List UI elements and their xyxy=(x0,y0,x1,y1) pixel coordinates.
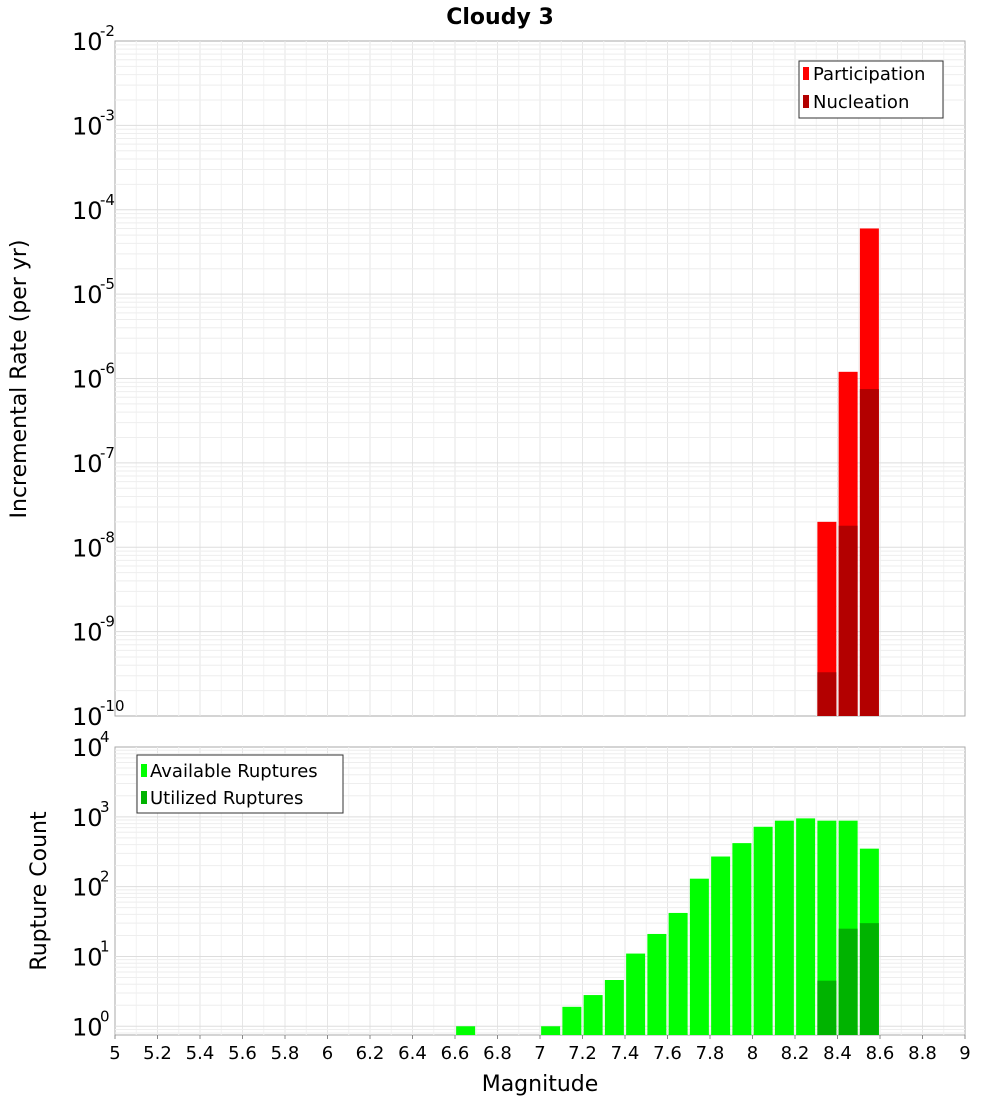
top-y-tick-label: 10 xyxy=(72,366,103,394)
top-y-tick-exponent: -6 xyxy=(100,360,115,378)
bottom-legend: Available Ruptures Utilized Ruptures xyxy=(136,754,344,814)
bottom-y-tick-label: 10 xyxy=(72,874,103,902)
top-y-tick-exponent: -3 xyxy=(100,106,115,124)
bottom-bar-available-ruptures xyxy=(583,995,603,1035)
legend-label-available-ruptures: Available Ruptures xyxy=(150,761,318,782)
x-tick-label: 5.4 xyxy=(186,1043,215,1064)
top-bar-participation xyxy=(817,521,837,716)
bottom-bar-available-ruptures xyxy=(562,1006,582,1035)
x-tick-label: 5.8 xyxy=(271,1043,300,1064)
x-tick-label: 9 xyxy=(959,1043,970,1064)
bottom-bar-available-ruptures xyxy=(604,980,624,1035)
x-tick-label: 8 xyxy=(747,1043,758,1064)
bottom-bar-utilized-ruptures xyxy=(838,928,858,1035)
top-y-tick-exponent: -10 xyxy=(100,697,125,715)
x-tick-label: 5.6 xyxy=(228,1043,257,1064)
bottom-bar-available-ruptures xyxy=(711,856,731,1035)
bottom-bar-available-ruptures xyxy=(774,820,794,1035)
x-ticks: 5 5.2 5.4 5.6 5.8 6 6.2 6.4 6.6 6.8 7 7.2 7.4 7.6 7.8 8… xyxy=(109,1035,971,1064)
bottom-bar-available-ruptures xyxy=(732,843,752,1035)
x-tick-label: 7.4 xyxy=(611,1043,640,1064)
x-tick-label: 6.2 xyxy=(356,1043,385,1064)
x-tick-label: 6.8 xyxy=(483,1043,512,1064)
top-y-axis-label: Incremental Rate (per yr) xyxy=(7,240,32,519)
bottom-bars xyxy=(456,818,879,1035)
top-y-tick-label: 10 xyxy=(72,281,103,309)
legend-swatch-available-ruptures xyxy=(141,764,147,777)
bottom-bar-available-ruptures xyxy=(541,1026,561,1035)
legend-swatch-nucleation xyxy=(803,95,809,108)
bottom-bar-utilized-ruptures xyxy=(859,923,879,1035)
top-y-tick-exponent: -8 xyxy=(100,528,115,546)
top-y-tick-label: 10 xyxy=(72,450,103,478)
x-tick-label: 8.4 xyxy=(823,1043,852,1064)
bottom-bar-available-ruptures xyxy=(647,933,667,1035)
x-tick-label: 6.6 xyxy=(441,1043,470,1064)
x-tick-label: 5 xyxy=(109,1043,120,1064)
bottom-y-tick-label: 10 xyxy=(72,734,103,762)
top-y-tick-exponent: -5 xyxy=(100,275,115,293)
top-grid xyxy=(115,41,965,716)
legend-label-participation: Participation xyxy=(813,64,925,85)
bottom-y-axis-label: Rupture Count xyxy=(27,811,52,971)
legend-swatch-participation xyxy=(803,67,809,80)
x-tick-label: 6.4 xyxy=(398,1043,427,1064)
legend-label-nucleation: Nucleation xyxy=(813,92,909,113)
bottom-legend-box xyxy=(136,754,344,814)
top-y-tick-label: 10 xyxy=(72,619,103,647)
bottom-y-tick-exponent: 3 xyxy=(100,798,110,816)
top-y-tick-label: 10 xyxy=(72,197,103,225)
x-tick-label: 7.2 xyxy=(568,1043,597,1064)
bottom-y-tick-exponent: 4 xyxy=(100,728,110,746)
top-bar-nucleation xyxy=(838,525,858,716)
x-tick-label: 7.8 xyxy=(696,1043,725,1064)
x-axis-label: Magnitude xyxy=(482,1072,599,1097)
top-bar-nucleation xyxy=(817,672,837,716)
x-tick-label: 7 xyxy=(534,1043,545,1064)
top-y-tick-exponent: -7 xyxy=(100,444,115,462)
top-y-tick-label: 10 xyxy=(72,112,103,140)
x-tick-label: 8.6 xyxy=(866,1043,895,1064)
bottom-bar-available-ruptures xyxy=(753,826,773,1035)
legend-label-utilized-ruptures: Utilized Ruptures xyxy=(150,788,303,809)
top-y-tick-label: 10 xyxy=(72,703,103,731)
top-legend-box xyxy=(798,60,944,119)
top-y-tick-exponent: -4 xyxy=(100,191,115,209)
top-y-tick-label: 10 xyxy=(72,28,103,56)
bottom-bar-utilized-ruptures xyxy=(817,980,837,1035)
bottom-bar-available-ruptures xyxy=(456,1026,476,1035)
top-panel: 10-210-310-410-510-610-710-810-910-10 In… xyxy=(7,22,966,731)
bottom-y-tick-label: 10 xyxy=(72,804,103,832)
top-legend: Participation Nucleation xyxy=(798,60,944,119)
legend-swatch-utilized-ruptures xyxy=(141,791,147,804)
x-tick-label: 8.2 xyxy=(781,1043,810,1064)
x-tick-label: 7.6 xyxy=(653,1043,682,1064)
bottom-y-tick-label: 10 xyxy=(72,1013,103,1041)
bottom-y-tick-exponent: 2 xyxy=(100,868,110,886)
x-tick-label: 5.2 xyxy=(143,1043,172,1064)
chart-title: Cloudy 3 xyxy=(446,5,554,30)
bottom-y-tick-label: 10 xyxy=(72,943,103,971)
top-bars xyxy=(817,228,879,716)
bottom-y-tick-exponent: 0 xyxy=(100,1007,110,1025)
top-y-ticks: 10-210-310-410-510-610-710-810-910-10 xyxy=(72,22,125,731)
x-tick-label: 8.8 xyxy=(908,1043,937,1064)
top-y-tick-exponent: -2 xyxy=(100,22,115,40)
x-tick-label: 6 xyxy=(322,1043,333,1064)
top-y-tick-label: 10 xyxy=(72,534,103,562)
bottom-bar-available-ruptures xyxy=(668,912,688,1035)
bottom-bar-available-ruptures xyxy=(689,878,709,1035)
top-bar-nucleation xyxy=(859,389,879,716)
bottom-y-tick-exponent: 1 xyxy=(100,937,110,955)
top-y-tick-exponent: -9 xyxy=(100,613,115,631)
bottom-bar-available-ruptures xyxy=(626,953,646,1035)
bottom-bar-available-ruptures xyxy=(796,818,816,1035)
